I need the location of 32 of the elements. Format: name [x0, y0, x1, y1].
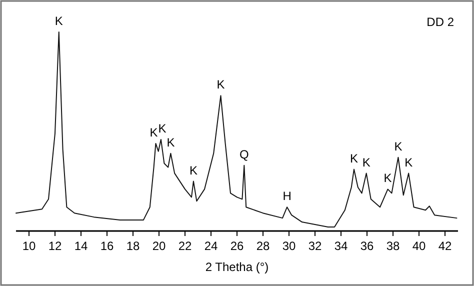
- chart-title: DD 2: [426, 15, 454, 29]
- annotation: K: [362, 155, 370, 170]
- annotation: K: [350, 151, 358, 166]
- annotation: K: [150, 125, 158, 140]
- x-tick-label: 14: [74, 239, 88, 253]
- x-tick-label: 40: [412, 239, 426, 253]
- annotation: K: [189, 163, 198, 178]
- x-tick-label: 16: [100, 239, 114, 253]
- annotation: K: [158, 121, 166, 136]
- annotation: Q: [239, 147, 249, 162]
- x-tick-label: 10: [22, 239, 36, 253]
- x-tick-label: 42: [438, 239, 452, 253]
- x-tick-label: 32: [308, 239, 322, 253]
- x-tick-label: 24: [204, 239, 218, 253]
- annotation: K: [54, 14, 63, 28]
- annotation: K: [216, 78, 225, 92]
- x-tick-label: 18: [126, 239, 140, 253]
- x-tick-label: 28: [256, 239, 270, 253]
- annotation: K: [404, 155, 413, 170]
- x-tick-label: 12: [48, 239, 62, 253]
- annotation: K: [384, 171, 392, 186]
- annotation: H: [282, 189, 292, 204]
- x-axis-title: 2 Thetha (°): [205, 260, 269, 274]
- annotation: K: [166, 135, 175, 150]
- x-tick-label: 30: [282, 239, 296, 253]
- x-tick-label: 22: [178, 239, 192, 253]
- x-tick-label: 36: [360, 239, 374, 253]
- annotation: K: [394, 139, 402, 154]
- x-tick-label: 34: [334, 239, 348, 253]
- x-tick-label: 26: [230, 239, 244, 253]
- x-tick-label: 38: [386, 239, 400, 253]
- x-tick-label: 20: [152, 239, 166, 253]
